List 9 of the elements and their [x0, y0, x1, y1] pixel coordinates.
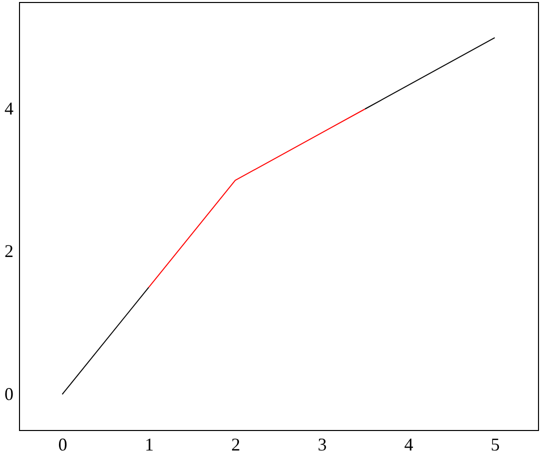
y-tick-label: 4 — [4, 98, 14, 118]
x-tick-label: 1 — [144, 434, 154, 454]
x-tick-label: 3 — [318, 434, 327, 454]
x-tick-label: 4 — [404, 434, 414, 454]
y-tick-label: 2 — [4, 241, 14, 262]
y-tick-label: 0 — [4, 384, 14, 404]
x-tick-label: 2 — [231, 434, 240, 454]
x-tick-label: 0 — [58, 434, 68, 454]
x-tick-label: 5 — [490, 434, 500, 454]
